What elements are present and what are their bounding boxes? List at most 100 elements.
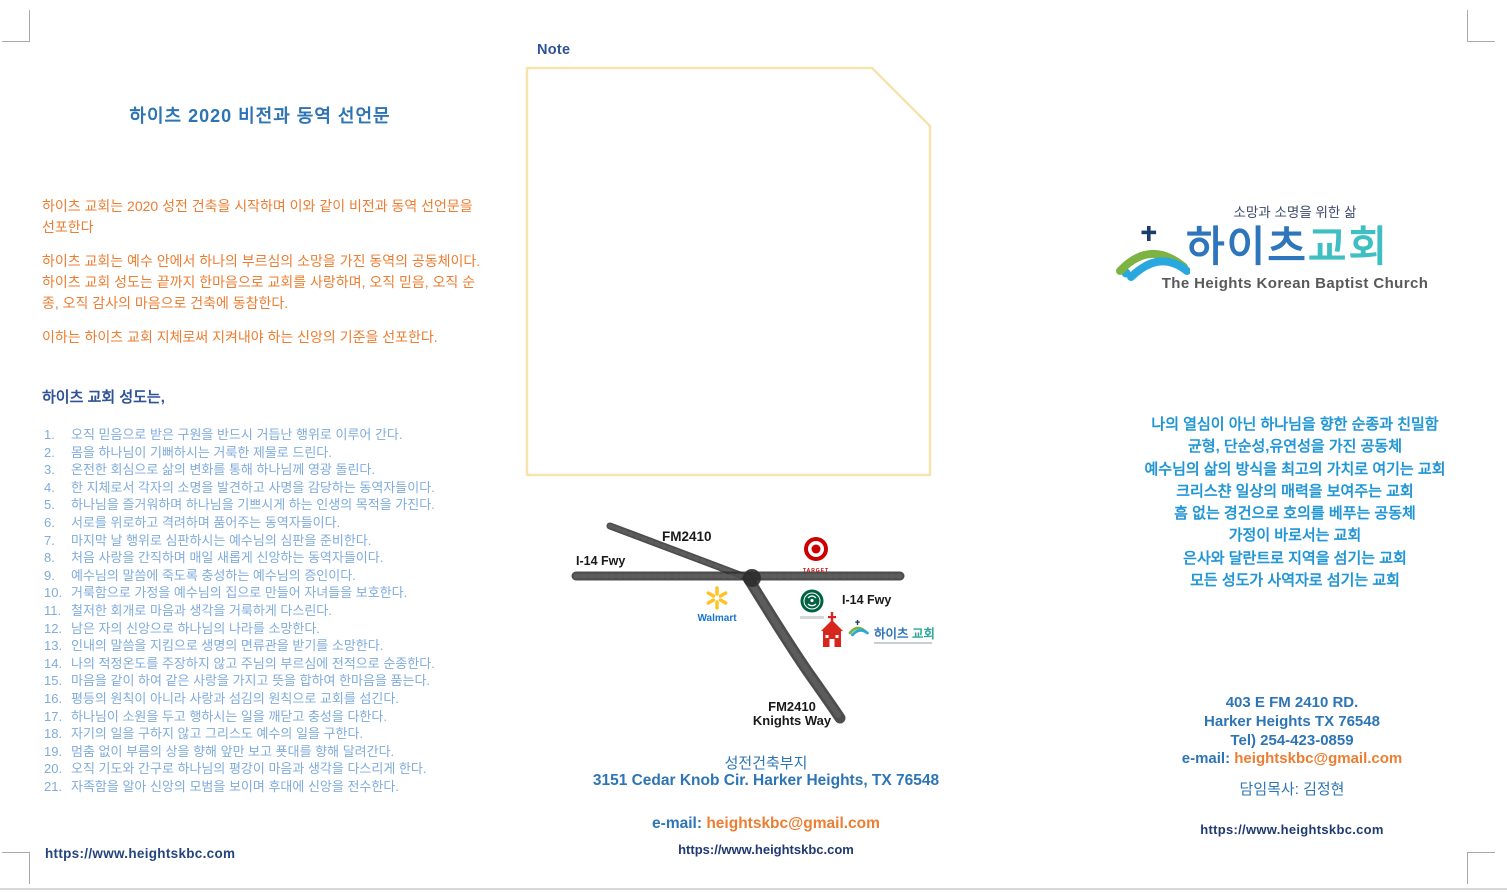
list-item-text: 마음을 같이 하여 같은 사랑을 가지고 뜻을 합하여 한마음을 품는다. [71, 673, 431, 689]
list-item: 6. 서로를 위로하고 격려하며 품어주는 동역자들이다. [44, 514, 504, 532]
svg-text:하이츠 교회: 하이츠 교회 [874, 626, 935, 641]
list-item: 5. 하나님을 즐거워하며 하나님을 기쁘시게 하는 인생의 목적을 가진다. [44, 496, 504, 514]
church-icon [821, 612, 843, 647]
church-address-line1: 403 E FM 2410 RD. [1225, 694, 1359, 711]
list-item: 18. 자기의 일을 구하지 않고 그리스도 예수의 일을 구한다. [44, 725, 504, 743]
vision-paragraph: 하이츠 교회는 예수 안에서 하나의 부르심의 소망을 가진 동역의 공동체이다… [42, 253, 481, 311]
vision-statement: 나의 열심이 아닌 하나님을 향한 순종과 친밀함 [1151, 416, 1439, 433]
list-item: 11. 철저한 회개로 마음과 생각을 거룩하게 다스린다. [44, 602, 504, 620]
crop-mark-top-left [2, 10, 30, 42]
list-item: 4. 한 지체로서 각자의 소명을 발견하고 사명을 감당하는 동역자들이다. [44, 479, 504, 497]
building-site-label: 성전건축부지 [724, 755, 808, 772]
map-label-i14-left: I-14 Fwy [576, 554, 625, 568]
vision-statement: 가정이 바로서는 교회 [1228, 527, 1362, 545]
list-item-text: 처음 사랑을 간직하며 매일 새롭게 신앙하는 동역자들이다. [71, 550, 384, 566]
website-link-right[interactable]: https://www.heightskbc.com [1200, 822, 1384, 837]
pastor-name: 담임목사: 김정현 [1239, 781, 1345, 798]
email-link[interactable]: heightskbc@gmail.com [1234, 750, 1403, 768]
list-item-text: 멈춤 없이 부름의 상을 향해 앞만 보고 푯대를 향해 달려간다. [71, 743, 395, 759]
list-item: 3. 온전한 회심으로 삶의 변화를 통해 하나님께 영광 돌린다. [44, 461, 504, 479]
list-item-text: 철저한 회개로 마음과 생각을 거룩하게 다스린다. [71, 602, 332, 618]
list-item: 21. 자족함을 알아 신앙의 모범을 보이며 후대에 신앙을 전수한다. [44, 778, 504, 796]
email-label: e-mail: [652, 815, 703, 832]
map-roads [571, 522, 905, 724]
list-item-number: 17. [44, 708, 63, 724]
email-link[interactable]: heightskbc@gmail.com [706, 815, 880, 832]
list-item-text: 예수님의 말씀에 죽도록 충성하는 예수님의 증인이다. [71, 567, 356, 583]
list-item-text: 오직 믿음으로 받은 구원을 반드시 거듭난 행위로 이루어 간다. [71, 427, 403, 442]
list-item-text: 자족함을 알아 신앙의 모범을 보이며 후대에 신앙을 전수한다. [71, 778, 399, 794]
map-label-knights-2: Knights Way [753, 713, 832, 728]
list-item-text: 나의 적정온도를 주장하지 않고 주님의 부르심에 전적으로 순종한다. [71, 655, 435, 671]
map-label-knights-1: FM2410 [768, 699, 816, 714]
email-row-right: e-mail: heightskbc@gmail.com [1102, 750, 1482, 769]
list-item-text: 남은 자의 신앙으로 하나님의 나라를 소망한다. [71, 620, 320, 636]
email-label: e-mail: [1181, 750, 1231, 768]
list-item: 14. 나의 적정온도를 주장하지 않고 주님의 부르심에 전적으로 순종한다. [44, 655, 504, 673]
list-item: 10. 거룩함으로 가정을 예수님의 집으로 만들어 자녀들을 보호한다. [44, 584, 504, 602]
heights-mini-logo: 하이츠 교회 [848, 620, 935, 644]
list-item-number: 15. [44, 673, 63, 689]
walmart-logo-label: Walmart [697, 613, 737, 624]
list-item: 2. 몸을 하나님이 기뻐하시는 거룩한 제물로 드린다. [44, 444, 504, 462]
list-item-number: 6. [44, 514, 55, 530]
list-item-text: 오직 기도와 간구로 하나님의 평강이 마음과 생각을 다스리게 한다. [71, 761, 427, 777]
church-phone: Tel) 254-423-0859 [1230, 731, 1354, 749]
vision-statement: 균형, 단순성,유연성을 가진 공동체 [1187, 438, 1403, 456]
list-item-text: 마지막 날 행위로 심판하시는 예수님의 심판을 준비한다. [71, 532, 372, 548]
location-map: FM2410 I-14 Fwy I-14 Fwy FM2410 Knights … [571, 522, 935, 728]
note-label: Note [537, 42, 571, 58]
building-site-address: 3151 Cedar Knob Cir. Harker Heights, TX … [592, 772, 940, 789]
vision-paragraph: 하이츠 교회는 2020 성전 건축을 시작하며 이와 같이 비전과 동역 선언… [42, 198, 473, 235]
list-item: 20. 오직 기도와 간구로 하나님의 평강이 마음과 생각을 다스리게 한다. [44, 760, 504, 778]
list-item: 17. 하나님이 소원을 두고 행하시는 일을 깨닫고 충성을 다한다. [44, 708, 504, 726]
list-item-text: 몸을 하나님이 기뻐하시는 거룩한 제물로 드린다. [71, 444, 332, 460]
walmart-logo-icon: Walmart [697, 586, 737, 624]
list-item: 8. 처음 사랑을 간직하며 매일 새롭게 신앙하는 동역자들이다. [44, 549, 504, 567]
list-item-number: 5. [44, 497, 55, 513]
page-edge-line [0, 888, 1507, 890]
email-row-middle: e-mail: heightskbc@gmail.com [566, 815, 966, 833]
list-item-number: 4. [44, 479, 55, 495]
list-item-number: 2. [44, 444, 55, 460]
list-item-number: 11. [44, 602, 62, 618]
church-logo-wordmark: 하이츠교회 [1186, 222, 1389, 272]
list-item-text: 온전한 회심으로 삶의 변화를 통해 하나님께 영광 돌린다. [71, 462, 375, 478]
list-item-number: 12. [44, 620, 63, 636]
target-logo-icon: TARGET [803, 537, 829, 574]
website-link-middle[interactable]: https://www.heightskbc.com [678, 842, 854, 857]
list-item-number: 21. [44, 778, 63, 794]
website-link-left[interactable]: https://www.heightskbc.com [45, 846, 236, 861]
list-item-text: 하나님을 즐거워하며 하나님을 기쁘시게 하는 인생의 목적을 가진다. [71, 497, 435, 513]
vision-statement: 모든 성도가 사역자로 섬기는 교회 [1190, 572, 1400, 590]
list-item: 7. 마지막 날 행위로 심판하시는 예수님의 심판을 준비한다. [44, 532, 504, 550]
vision-title: 하이츠 2020 비전과 동역 선언문 [129, 106, 391, 126]
list-item-number: 14. [44, 655, 63, 671]
church-address-line2: Harker Heights TX 76548 [1204, 712, 1380, 730]
vision-statement: 예수님의 삶의 방식을 최고의 가치로 여기는 교회 [1144, 460, 1446, 478]
list-item-number: 9. [44, 567, 55, 583]
list-item-text: 평등의 원칙이 아니라 사랑과 섬김의 원칙으로 교회를 섬긴다. [71, 690, 399, 706]
vision-statement: 크리스챤 일상의 매력을 보여주는 교회 [1176, 482, 1414, 500]
church-contact-block: 403 E FM 2410 RD. Harker Heights TX 7654… [1102, 694, 1482, 769]
heights-mini-label-2: 교회 [912, 626, 935, 641]
list-item: 1. 오직 믿음으로 받은 구원을 반드시 거듭난 행위로 이루어 간다. [44, 426, 504, 444]
list-item-number: 8. [44, 550, 55, 566]
church-logo-name-1: 하이츠 [1186, 223, 1308, 270]
list-item-number: 20. [44, 761, 63, 777]
list-item-text: 한 지체로서 각자의 소명을 발견하고 사명을 감당하는 동역자들이다. [71, 479, 435, 495]
church-logo-icon [1116, 226, 1190, 281]
vision-paragraph: 이하는 하이츠 교회 지체로써 지켜내야 하는 신앙의 기준을 선포한다. [42, 329, 438, 345]
list-item-text: 거룩함으로 가정을 예수님의 집으로 만들어 자녀들을 보호한다. [71, 585, 408, 601]
list-item: 19. 멈춤 없이 부름의 상을 향해 앞만 보고 푯대를 향해 달려간다. [44, 743, 504, 761]
church-logo-subtitle: The Heights Korean Baptist Church [1161, 275, 1429, 292]
list-item: 16. 평등의 원칙이 아니라 사랑과 섬김의 원칙으로 교회를 섬긴다. [44, 690, 504, 708]
church-tagline: 소망과 소명을 위한 삶 [1233, 205, 1357, 220]
list-item: 13. 인내의 말씀을 지킴으로 생명의 면류관을 받기를 소망한다. [44, 637, 504, 655]
target-logo-label: TARGET [803, 568, 829, 574]
list-item-number: 10. [44, 585, 63, 601]
members-list-heading: 하이츠 교회 성도는, [42, 389, 165, 406]
vision-statement: 은사와 달란트로 지역을 섬기는 교회 [1183, 549, 1407, 567]
list-item-text: 하나님이 소원을 두고 행하시는 일을 깨닫고 충성을 다한다. [71, 708, 387, 724]
list-item-number: 7. [44, 532, 55, 548]
